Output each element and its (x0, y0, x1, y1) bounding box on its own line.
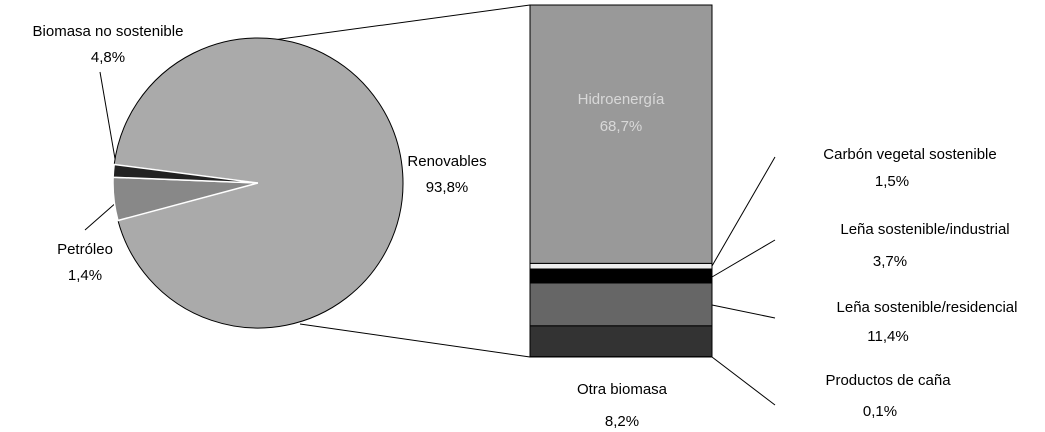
value-label: 8,2% (605, 413, 639, 430)
segment-label: Otra biomasa (577, 381, 668, 398)
leader-line (711, 356, 776, 406)
value-label: 93,8% (426, 179, 469, 196)
leader-line (711, 304, 776, 319)
bar-segment (529, 268, 713, 284)
value-label: 4,8% (91, 49, 125, 66)
leader-line (711, 239, 776, 278)
segment-label: Hidroenergía (578, 91, 665, 108)
bar-segment (529, 282, 713, 327)
value-label: 1,5% (875, 173, 909, 190)
leader-line (84, 200, 119, 231)
slice-label: Petróleo (57, 241, 113, 258)
slice-label: Renovables (407, 153, 486, 170)
connector (299, 323, 531, 358)
bar-segment (529, 262, 713, 270)
bar-segment (529, 4, 713, 264)
segment-label: Leña sostenible/residencial (837, 299, 1018, 316)
bar-segment (529, 325, 713, 358)
leader-line (711, 156, 776, 267)
segment-label: Carbón vegetal sostenible (823, 146, 996, 163)
segment-label: Leña sostenible/industrial (840, 221, 1009, 238)
value-label: 3,7% (873, 253, 907, 270)
pie-slice (112, 163, 259, 184)
value-label: 68,7% (600, 118, 643, 135)
pie-slice (113, 37, 404, 329)
value-label: 1,4% (68, 267, 102, 284)
slice-label: Biomasa no sostenible (33, 23, 184, 40)
value-label: 11,4% (867, 328, 908, 345)
value-label: 0,1% (863, 403, 897, 420)
segment-label: Productos de caña (825, 372, 951, 389)
